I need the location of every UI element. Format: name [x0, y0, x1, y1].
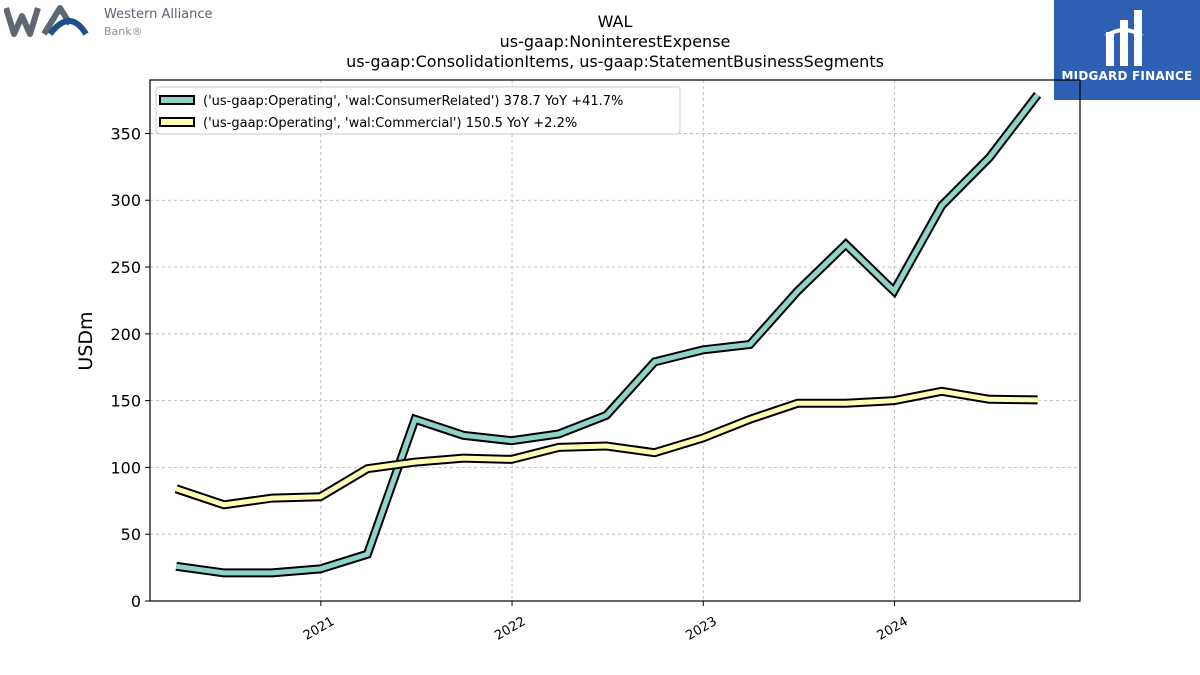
- legend-swatch-2: [159, 117, 195, 127]
- midgard-finance-mark-icon: [1104, 10, 1144, 66]
- y-tick-label: 150: [110, 392, 141, 411]
- chart-title-group: WAL us-gaap:NoninterestExpense us-gaap:C…: [346, 12, 884, 71]
- chart-title-line-2: us-gaap:NoninterestExpense: [500, 32, 731, 51]
- western-alliance-mark-icon: [4, 5, 89, 37]
- series-lines: [174, 91, 1042, 578]
- y-tick-label: 0: [131, 592, 141, 611]
- plot-frame: [149, 79, 1081, 602]
- legend-swatch-1: [159, 95, 195, 105]
- legend: ('us-gaap:Operating', 'wal:ConsumerRelat…: [155, 86, 681, 135]
- y-tick-label: 350: [110, 124, 141, 143]
- y-tick-label: 50: [121, 525, 141, 544]
- chart-title-line-3: us-gaap:ConsolidationItems, us-gaap:Stat…: [346, 52, 884, 71]
- legend-box: [155, 86, 681, 135]
- western-alliance-logo: Western Alliance Bank®: [4, 4, 224, 40]
- series-2-line: [175, 388, 1038, 508]
- left-logo-line2: Bank®: [104, 25, 143, 38]
- y-tick-label: 300: [110, 191, 141, 210]
- x-tick-label: 2022: [492, 614, 528, 644]
- legend-label-1: ('us-gaap:Operating', 'wal:ConsumerRelat…: [203, 94, 623, 109]
- x-axis-ticks: 2021 2022 2023 2024: [301, 601, 911, 644]
- series-1-line: [175, 93, 1040, 576]
- left-logo-line1: Western Alliance: [104, 7, 213, 22]
- y-tick-label: 200: [110, 325, 141, 344]
- y-axis-ticks: 0 50 100 150 200 250 300 350: [110, 124, 150, 611]
- grid-lines: [150, 80, 1080, 602]
- x-tick-label: 2024: [875, 614, 911, 644]
- x-tick-label: 2021: [301, 614, 337, 644]
- y-tick-label: 250: [110, 258, 141, 277]
- legend-label-2: ('us-gaap:Operating', 'wal:Commercial') …: [203, 116, 577, 131]
- midgard-finance-logo: MIDGARD FINANCE: [1054, 0, 1200, 100]
- right-logo-text: MIDGARD FINANCE: [1061, 69, 1193, 83]
- y-axis-label: USDm: [75, 311, 97, 370]
- y-tick-label: 100: [110, 458, 141, 477]
- chart-title-line-1: WAL: [598, 12, 633, 31]
- x-tick-label: 2023: [683, 614, 719, 644]
